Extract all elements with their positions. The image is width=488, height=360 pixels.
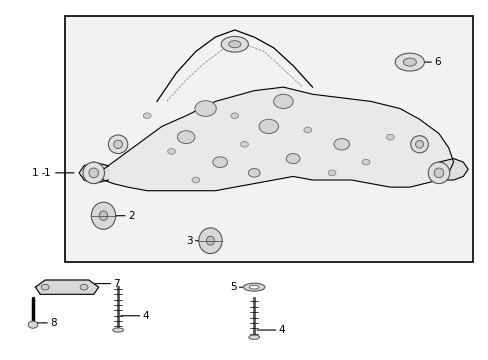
Text: 5: 5 bbox=[229, 282, 251, 292]
Ellipse shape bbox=[248, 335, 259, 339]
Circle shape bbox=[41, 284, 49, 290]
Circle shape bbox=[333, 139, 349, 150]
Ellipse shape bbox=[394, 53, 424, 71]
Text: 3: 3 bbox=[186, 236, 207, 246]
Ellipse shape bbox=[415, 140, 423, 148]
Circle shape bbox=[192, 177, 200, 183]
Circle shape bbox=[167, 149, 175, 154]
Text: 2: 2 bbox=[106, 211, 134, 221]
Ellipse shape bbox=[113, 328, 123, 332]
Circle shape bbox=[386, 134, 393, 140]
Circle shape bbox=[248, 168, 260, 177]
Ellipse shape bbox=[427, 162, 449, 184]
Circle shape bbox=[240, 141, 248, 147]
Ellipse shape bbox=[228, 41, 241, 48]
Text: 8: 8 bbox=[36, 318, 57, 328]
Circle shape bbox=[212, 157, 227, 167]
Ellipse shape bbox=[108, 135, 127, 154]
Polygon shape bbox=[79, 162, 108, 184]
Circle shape bbox=[143, 113, 151, 118]
Text: 6: 6 bbox=[412, 57, 440, 67]
Circle shape bbox=[273, 94, 292, 109]
Ellipse shape bbox=[249, 285, 259, 289]
Circle shape bbox=[28, 321, 38, 328]
Ellipse shape bbox=[410, 136, 427, 153]
Ellipse shape bbox=[91, 202, 116, 229]
Polygon shape bbox=[438, 158, 467, 180]
Ellipse shape bbox=[433, 168, 443, 178]
Circle shape bbox=[259, 119, 278, 134]
Text: 1: 1 bbox=[43, 168, 74, 178]
Text: 4: 4 bbox=[257, 325, 285, 335]
Ellipse shape bbox=[99, 211, 107, 220]
Circle shape bbox=[303, 127, 311, 133]
Ellipse shape bbox=[243, 283, 264, 291]
Circle shape bbox=[362, 159, 369, 165]
Text: 1 -: 1 - bbox=[31, 168, 45, 178]
Polygon shape bbox=[99, 87, 453, 191]
Ellipse shape bbox=[403, 58, 415, 66]
Circle shape bbox=[177, 131, 195, 144]
Text: 7: 7 bbox=[91, 279, 120, 289]
Circle shape bbox=[327, 170, 335, 176]
Ellipse shape bbox=[89, 168, 99, 178]
Circle shape bbox=[80, 284, 88, 290]
Ellipse shape bbox=[199, 228, 222, 253]
Polygon shape bbox=[35, 280, 99, 294]
Ellipse shape bbox=[114, 140, 122, 148]
Circle shape bbox=[195, 101, 216, 116]
Text: 4: 4 bbox=[121, 311, 149, 321]
Circle shape bbox=[286, 154, 299, 163]
Circle shape bbox=[230, 113, 238, 118]
Ellipse shape bbox=[221, 36, 248, 52]
Ellipse shape bbox=[83, 162, 104, 184]
Ellipse shape bbox=[206, 236, 214, 245]
Bar bbox=[64, 16, 472, 262]
